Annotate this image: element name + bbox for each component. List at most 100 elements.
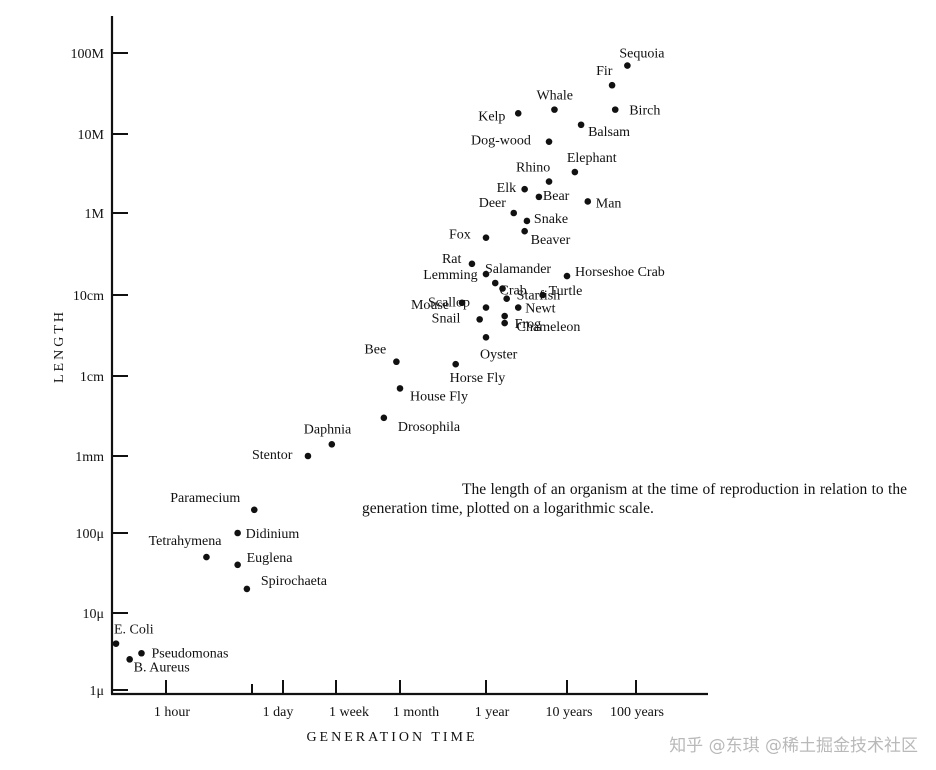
- x-axis-ticks: 1 hour 1 day 1 week 1 month 1 year 10 years 10…: [154, 680, 664, 720]
- point-turtle: [539, 291, 546, 299]
- point-snail: [476, 316, 483, 323]
- y-tick-label: 1mm: [75, 450, 104, 465]
- y-tick-label: 10M: [78, 128, 105, 143]
- point-label-fox: Fox: [449, 228, 471, 243]
- point-label-beaver: Beaver: [531, 233, 571, 248]
- point-beaver: [521, 227, 528, 235]
- y-axis-ticks: 1μ 10μ 100μ 1mm 1cm 10cm 1M 10M 100M: [71, 47, 128, 699]
- point-label-frog: Frog: [515, 317, 541, 332]
- point-man: [584, 198, 592, 205]
- x-tick-label: 100 years: [610, 705, 664, 720]
- point-newt: [514, 304, 522, 311]
- point-fir: [608, 81, 616, 89]
- point-label-mouse: Mouse: [411, 298, 449, 313]
- point-stentor: [304, 452, 312, 460]
- point-label-pseudomonas: Pseudomonas: [151, 646, 228, 661]
- point-chameleon: [501, 312, 508, 320]
- axes: [110, 16, 708, 696]
- point-pseudomonas: [138, 649, 145, 657]
- point-label-e-coli: E. Coli: [114, 623, 154, 638]
- point-crab: [499, 285, 506, 292]
- point-sequoia: [624, 62, 631, 69]
- y-tick-label: 1M: [85, 207, 105, 222]
- point-horse-fly: [452, 360, 459, 368]
- point-label-fir: Fir: [596, 64, 613, 79]
- point-bee: [393, 358, 400, 366]
- point-horseshoe-crab: [563, 272, 571, 280]
- point-label-deer: Deer: [479, 196, 507, 211]
- point-label-elephant: Elephant: [567, 151, 617, 166]
- x-tick-label: 1 year: [475, 705, 510, 720]
- y-tick-label: 1cm: [80, 370, 104, 385]
- point-label-house-fly: House Fly: [410, 389, 468, 404]
- point-oyster: [482, 334, 490, 341]
- y-tick-label: 100μ: [75, 527, 104, 542]
- point-mouse: [458, 299, 466, 307]
- point-balsam: [577, 121, 585, 129]
- point-label-horse-fly: Horse Fly: [450, 371, 506, 386]
- point-label-birch: Birch: [629, 104, 660, 119]
- y-tick-label: 10μ: [82, 607, 104, 622]
- point-salamander: [482, 270, 490, 278]
- watermark: 知乎 @东琪 @稀土掘金技术社区: [669, 736, 918, 756]
- point-e-coli: [112, 640, 120, 647]
- point-starfish: [503, 295, 510, 303]
- point-label-lemming: Lemming: [423, 268, 477, 283]
- point-rat: [468, 260, 476, 268]
- point-scallop: [482, 304, 490, 311]
- point-label-dog-wood: Dog-wood: [471, 134, 531, 149]
- point-label-b-aureus: B. Aureus: [134, 660, 190, 675]
- point-label-balsam: Balsam: [588, 125, 630, 140]
- point-label-bear: Bear: [543, 189, 570, 204]
- x-tick-label: 1 day: [263, 705, 294, 720]
- point-label-sequoia: Sequoia: [619, 47, 665, 62]
- point-didinium: [234, 529, 241, 537]
- x-tick-label: 1 hour: [154, 705, 191, 720]
- point-label-kelp: Kelp: [478, 109, 505, 124]
- point-kelp: [514, 110, 522, 117]
- x-tick-label: 1 month: [393, 705, 439, 720]
- point-label-didinium: Didinium: [246, 527, 300, 542]
- point-label-elk: Elk: [497, 181, 516, 196]
- point-label-newt: Newt: [525, 302, 555, 317]
- point-daphnia: [328, 441, 336, 448]
- point-dog-wood: [545, 138, 553, 145]
- x-tick-label: 1 week: [329, 705, 369, 720]
- point-label-paramecium: Paramecium: [170, 491, 240, 506]
- y-tick-label: 10cm: [73, 289, 104, 304]
- point-label-crab: Crab: [500, 284, 527, 299]
- x-tick-label: 10 years: [545, 705, 592, 720]
- chart-caption: The length of an organism at the time of…: [362, 481, 907, 517]
- point-drosophila: [380, 414, 388, 422]
- point-elephant: [571, 168, 579, 176]
- point-label-snail: Snail: [432, 311, 461, 326]
- y-tick-label: 1μ: [89, 684, 104, 699]
- point-frog: [501, 319, 508, 327]
- x-axis-title: GENERATION TIME: [306, 730, 477, 745]
- point-label-rhino: Rhino: [516, 161, 550, 176]
- point-label-stentor: Stentor: [252, 448, 293, 463]
- point-label-spirochaeta: Spirochaeta: [261, 574, 328, 589]
- point-elk: [521, 185, 528, 193]
- point-snake: [523, 217, 531, 225]
- point-paramecium: [250, 506, 258, 514]
- point-label-whale: Whale: [536, 89, 573, 104]
- point-label-turtle: Turtle: [549, 284, 583, 299]
- point-bear: [535, 193, 543, 201]
- point-label-oyster: Oyster: [480, 347, 518, 362]
- point-label-chameleon: Chameleon: [517, 320, 581, 335]
- point-spirochaeta: [243, 585, 251, 593]
- point-label-snake: Snake: [534, 212, 568, 227]
- point-label-euglena: Euglena: [247, 551, 294, 566]
- point-label-starfish: Starfish: [517, 289, 561, 304]
- point-deer: [510, 209, 518, 217]
- point-b-aureus: [126, 656, 133, 663]
- point-label-bee: Bee: [364, 343, 386, 358]
- point-lemming: [491, 279, 499, 287]
- point-label-salamander: Salamander: [485, 262, 551, 277]
- point-house-fly: [396, 385, 404, 392]
- point-label-horseshoe-crab: Horseshoe Crab: [575, 265, 665, 280]
- y-axis-title: LENGTH: [52, 309, 67, 383]
- point-euglena: [234, 561, 241, 569]
